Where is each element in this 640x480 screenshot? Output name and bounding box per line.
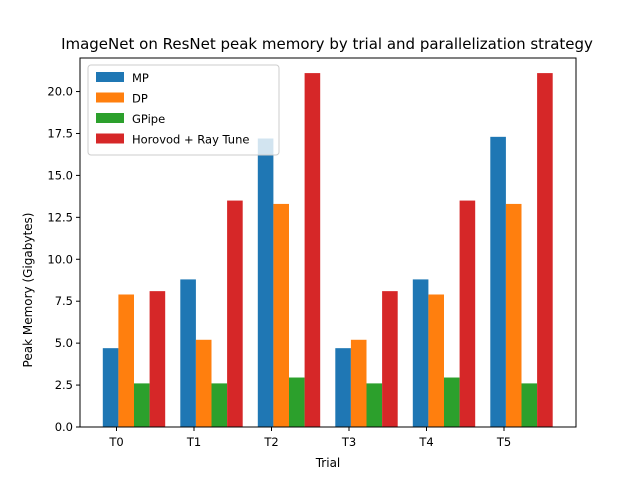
legend-label-mp: MP	[132, 71, 149, 85]
x-tick-label-t2: T2	[263, 435, 278, 449]
axes-group: 0.0 2.5 5.0 7.5 10.0 12.5 15.0 17.5 20.0 T0 T1 T2 T3…	[47, 57, 577, 449]
bar-horovod-ray-tune-t2	[304, 73, 321, 427]
bar-gpipe-t0	[134, 383, 150, 427]
bar-mp-t4	[412, 279, 429, 427]
y-tick-label: 5.0	[55, 336, 73, 350]
x-tick-label-t5: T5	[496, 435, 511, 449]
bar-horovod-ray-tune-t3	[382, 291, 398, 427]
bar-dp-t2	[273, 203, 289, 427]
x-tick-label-t4: T4	[418, 435, 433, 449]
bar-dp-t4	[428, 294, 444, 427]
bars-group	[102, 73, 553, 427]
bar-horovod-ray-tune-t1	[227, 200, 243, 427]
bar-horovod-ray-tune-t4	[459, 200, 476, 427]
y-tick-label: 10.0	[47, 252, 73, 266]
bar-mp-t1	[180, 279, 196, 427]
bar-dp-t5	[505, 203, 522, 427]
y-tick-label: 12.5	[47, 210, 73, 224]
legend-label-gpipe: GPipe	[132, 112, 165, 126]
y-tick-label: 2.5	[55, 378, 73, 392]
y-tick-label: 7.5	[55, 294, 73, 308]
bar-mp-t0	[102, 348, 119, 427]
bar-dp-t1	[195, 339, 212, 427]
bar-gpipe-t2	[289, 377, 305, 427]
bar-mp-t2	[257, 138, 274, 427]
x-axis-label: Trial	[315, 456, 341, 470]
y-axis-label: Peak Memory (Gigabytes)	[21, 213, 35, 368]
chart-title: ImageNet on ResNet peak memory by trial …	[61, 35, 593, 53]
x-tick-label-t1: T1	[186, 435, 201, 449]
legend: MP DP GPipe Horovod + Ray Tune	[87, 64, 280, 156]
bar-mp-t5	[490, 136, 506, 427]
plot-frame	[79, 57, 577, 428]
legend-swatch-mp	[96, 72, 124, 82]
legend-swatch-horovod-ray-tune	[96, 133, 124, 144]
bar-dp-t0	[118, 294, 134, 427]
bar-gpipe-t3	[366, 383, 383, 427]
y-tick-label: 0.0	[55, 420, 73, 434]
bar-horovod-ray-tune-t0	[149, 291, 166, 427]
bar-horovod-ray-tune-t5	[537, 73, 553, 427]
legend-box	[87, 64, 280, 156]
bar-dp-t3	[350, 339, 367, 427]
legend-label-horovod-ray-tune: Horovod + Ray Tune	[132, 133, 249, 147]
bar-gpipe-t1	[211, 383, 228, 427]
legend-swatch-dp	[96, 92, 124, 103]
bar-gpipe-t4	[444, 377, 460, 427]
y-tick-label: 15.0	[47, 168, 73, 182]
bar-mp-t3	[335, 348, 351, 427]
legend-swatch-gpipe	[96, 113, 124, 123]
y-tick-label: 20.0	[47, 85, 73, 99]
bar-gpipe-t5	[521, 383, 538, 427]
y-tick-label: 17.5	[47, 126, 73, 140]
x-tick-label-t0: T0	[108, 435, 123, 449]
x-tick-label-t3: T3	[341, 435, 356, 449]
legend-label-dp: DP	[132, 92, 148, 106]
